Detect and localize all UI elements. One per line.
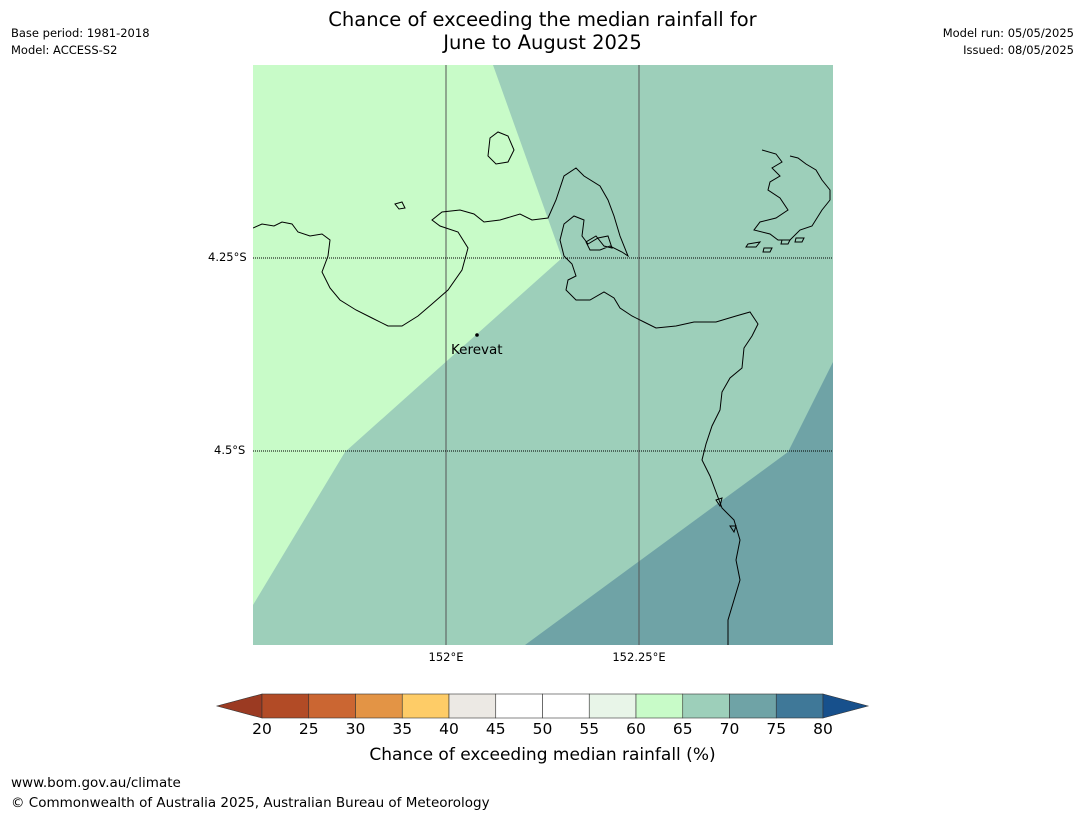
colorbar-extend-high xyxy=(822,693,870,719)
colorbar-box-20-25 xyxy=(261,693,310,719)
issued-text: Issued: 08/05/2025 xyxy=(963,43,1074,57)
colorbar-tick-45: 45 xyxy=(485,720,506,738)
footer-url: www.bom.gov.au/climate xyxy=(11,775,181,791)
colorbar-tick-55: 55 xyxy=(579,720,600,738)
place-label-kerevat: Kerevat xyxy=(451,342,503,358)
colorbar-box-60-65 xyxy=(635,693,684,719)
meta-left: Base period: 1981-2018 Model: ACCESS-S2 xyxy=(11,25,150,59)
colorbar-tick-65: 65 xyxy=(672,720,693,738)
kerevat-marker xyxy=(475,333,479,337)
title-line-2: June to August 2025 xyxy=(443,31,642,54)
colorbar-tick-60: 60 xyxy=(626,720,646,738)
colorbar-extend-low xyxy=(215,693,263,719)
lat-label-4-5: 4.5°S xyxy=(214,443,246,457)
colorbar-tick-80: 80 xyxy=(813,720,833,738)
colorbar-box-55-60 xyxy=(588,693,637,719)
coastline xyxy=(253,131,831,645)
model-run-text: Model run: 05/05/2025 xyxy=(942,26,1074,40)
title-line-1: Chance of exceeding the median rainfall … xyxy=(328,8,757,31)
map-panel xyxy=(253,65,833,645)
colorbar-box-25-30 xyxy=(308,693,356,719)
lat-label-4-25: 4.25°S xyxy=(208,250,247,264)
footer-copyright: © Commonwealth of Australia 2025, Austra… xyxy=(11,795,490,811)
colorbar-box-50-55 xyxy=(542,693,590,719)
colorbar-box-75-80 xyxy=(775,693,824,719)
colorbar-box-40-45 xyxy=(448,693,497,719)
lon-label-152: 152°E xyxy=(428,650,464,664)
colorbar-tick-20: 20 xyxy=(252,720,272,738)
lon-label-152-25: 152.25°E xyxy=(612,650,666,664)
zone-70-75 xyxy=(525,362,833,645)
zone-65-70 xyxy=(253,65,833,645)
map-title: Chance of exceeding the median rainfall … xyxy=(0,8,1085,54)
base-period-text: Base period: 1981-2018 xyxy=(11,26,150,40)
colorbar-tick-25: 25 xyxy=(298,720,319,738)
colorbar-tick-40: 40 xyxy=(439,720,459,738)
colorbar-box-35-40 xyxy=(401,693,450,719)
colorbar-box-70-75 xyxy=(729,693,777,719)
colorbar-tick-35: 35 xyxy=(392,720,413,738)
colorbar-tick-30: 30 xyxy=(345,720,366,738)
colorbar-box-30-35 xyxy=(355,693,403,719)
colorbar xyxy=(215,693,870,719)
colorbar-box-45-50 xyxy=(495,693,543,719)
model-text: Model: ACCESS-S2 xyxy=(11,43,118,57)
colorbar-box-65-70 xyxy=(682,693,730,719)
colorbar-tick-50: 50 xyxy=(532,720,553,738)
colorbar-tick-75: 75 xyxy=(766,720,787,738)
colorbar-title: Chance of exceeding median rainfall (%) xyxy=(369,745,716,765)
colorbar-tick-70: 70 xyxy=(719,720,740,738)
meta-right: Model run: 05/05/2025 Issued: 08/05/2025 xyxy=(943,25,1074,59)
